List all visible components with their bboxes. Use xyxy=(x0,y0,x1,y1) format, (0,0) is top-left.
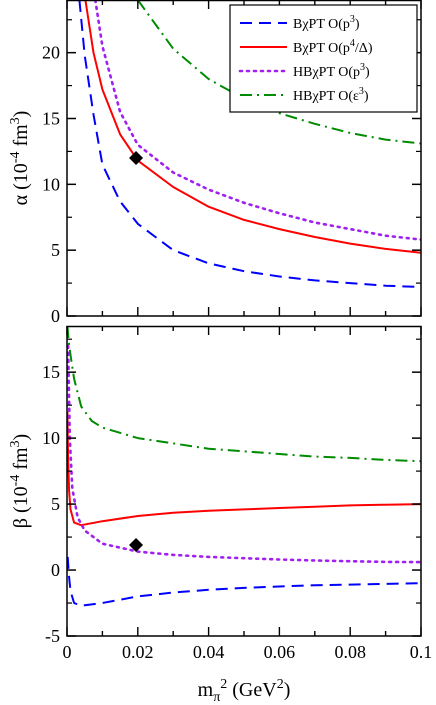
series-line-bottom-2 xyxy=(67,344,421,564)
series-line-top-1 xyxy=(84,0,421,254)
x-axis-label: mπ2 (GeV2) xyxy=(198,677,291,705)
y-tick-label: 10 xyxy=(42,428,60,448)
legend: BχPT O(p3) BχPT O(p4/Δ) HBχPT O(p3) HBχPT O… xyxy=(229,4,418,113)
x-tick-label: 0.06 xyxy=(264,642,296,662)
series-line-bottom-1 xyxy=(67,411,421,527)
x-tick-label: 0 xyxy=(63,642,72,662)
y-tick-label: -5 xyxy=(45,626,60,646)
y-tick-label: 0 xyxy=(51,560,60,580)
series-line-top-0 xyxy=(78,0,421,288)
x-tick-label: 0.04 xyxy=(193,642,225,662)
data-marker-diamond xyxy=(129,151,144,165)
y-axis-label: α (10-4 fm3) xyxy=(8,111,32,206)
y-tick-label: 15 xyxy=(42,362,60,382)
series-line-bottom-0 xyxy=(67,556,421,607)
legend-entry: BχPT O(p4/Δ) xyxy=(293,38,373,56)
y-tick-label: 15 xyxy=(42,109,60,129)
legend-entry: HBχPT O(p3) xyxy=(293,62,370,80)
y-tick-label: 10 xyxy=(42,174,60,194)
x-tick-label: 0.1 xyxy=(410,642,433,662)
x-tick-label: 0.02 xyxy=(122,642,154,662)
y-tick-label: 20 xyxy=(42,43,60,63)
y-tick-label: 0 xyxy=(51,306,60,326)
plot-frame xyxy=(66,325,422,637)
y-tick-label: 5 xyxy=(51,494,60,514)
series-line-top-2 xyxy=(94,0,421,241)
series-group xyxy=(67,326,421,607)
panel-top: 0 5 10 15 20 α (10-4 fm3) BχPT O(p3) BχPT O(p4/… xyxy=(8,0,422,326)
y-axis-label: β (10-4 fm3) xyxy=(8,434,32,528)
series-line-bottom-3 xyxy=(67,326,421,463)
y-tick-label: 5 xyxy=(51,240,60,260)
legend-entry: HBχPT O(ε3) xyxy=(293,86,369,104)
x-tick-label: 0.08 xyxy=(334,642,366,662)
series-group xyxy=(78,0,421,288)
legend-entry: BχPT O(p3) xyxy=(293,14,360,32)
data-marker-diamond xyxy=(129,537,144,552)
series-line-top-3 xyxy=(136,0,421,145)
